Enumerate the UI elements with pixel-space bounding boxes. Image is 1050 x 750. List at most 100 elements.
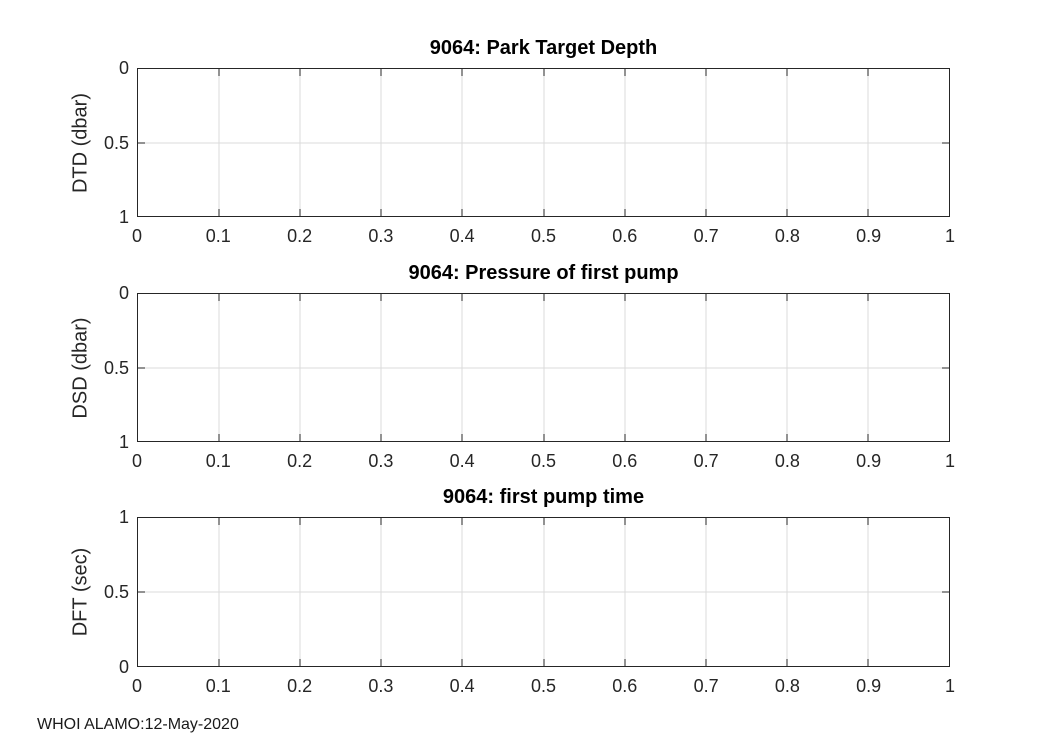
y-tick-label: 0 [118, 283, 129, 303]
gridline [786, 69, 788, 216]
tick-mark [942, 142, 949, 143]
tick-mark [786, 209, 788, 216]
plot-title: 9064: Park Target Depth [429, 37, 658, 59]
tick-mark [867, 518, 869, 525]
tick-mark [624, 659, 626, 666]
tick-mark [218, 209, 220, 216]
tick-mark [705, 434, 707, 441]
y-tick-labels: 0 0.5 1 [45, 59, 129, 226]
gridline [380, 294, 382, 441]
tick-mark [624, 209, 626, 216]
x-tick-label: 0.5 [530, 451, 557, 471]
tick-mark [218, 659, 220, 666]
y-tick-label: 0.5 [103, 582, 129, 602]
tick-mark [218, 69, 220, 76]
tick-mark [138, 142, 145, 143]
gridline [624, 518, 626, 666]
tick-mark [461, 659, 463, 666]
x-tick-label: 0.5 [530, 676, 557, 696]
gridline [867, 518, 869, 666]
plot-area [137, 293, 950, 442]
x-tick-label: 0.8 [774, 676, 800, 696]
tick-mark [461, 69, 463, 76]
tick-mark [380, 434, 382, 441]
x-tick-label: 0.4 [449, 451, 475, 471]
tick-mark [218, 518, 220, 525]
x-tick-label: 1 [944, 451, 956, 471]
gridline [624, 69, 626, 216]
tick-mark [705, 294, 707, 301]
gridline [543, 518, 544, 666]
x-tick-label: 0.6 [612, 676, 638, 696]
gridline [543, 69, 544, 216]
y-tick-label: 1 [118, 207, 129, 227]
x-tick-label: 0.7 [693, 226, 719, 246]
y-tick-label: 1 [118, 432, 129, 452]
x-tick-label: 0.9 [856, 676, 882, 696]
tick-mark [461, 209, 463, 216]
x-tick-label: 0.1 [205, 451, 231, 471]
y-tick-labels: 0 0.5 1 [45, 284, 129, 451]
tick-mark [299, 518, 301, 525]
plot-title: 9064: Pressure of first pump [408, 262, 679, 284]
y-tick-label: 0 [118, 58, 129, 78]
plot-area [137, 68, 950, 217]
tick-mark [786, 518, 788, 525]
subplot-park-target-depth: 9064: Park Target Depth DTD (dbar) 0 0.5… [0, 37, 1050, 246]
gridline [786, 518, 788, 666]
gridline [218, 69, 220, 216]
x-tick-labels: 0 0.1 0.2 0.3 0.4 0.5 0.6 0.7 0.8 0.9 1 [132, 676, 955, 698]
x-tick-label: 0 [131, 226, 143, 246]
gridline [543, 294, 544, 441]
x-tick-label: 0.3 [368, 676, 394, 696]
gridline [461, 518, 463, 666]
tick-mark [138, 367, 145, 368]
x-tick-label: 0.4 [449, 226, 475, 246]
plot-title: 9064: first pump time [442, 486, 645, 508]
tick-mark [299, 434, 301, 441]
x-tick-label: 0.7 [693, 676, 719, 696]
x-tick-label: 0.1 [205, 676, 231, 696]
tick-mark [461, 294, 463, 301]
tick-mark [299, 294, 301, 301]
x-tick-label: 0.5 [530, 226, 557, 246]
tick-mark [867, 434, 869, 441]
watermark-text: WHOI ALAMO:12-May-2020 [37, 716, 239, 733]
tick-mark [543, 69, 544, 76]
tick-mark [380, 209, 382, 216]
x-tick-label: 0.9 [856, 226, 882, 246]
x-tick-label: 0.3 [368, 226, 394, 246]
gridline [461, 69, 463, 216]
gridline [218, 518, 220, 666]
subplot-pressure-of-first-pump: 9064: Pressure of first pump DSD (dbar) … [0, 262, 1050, 471]
y-tick-label: 1 [118, 507, 129, 527]
x-tick-label: 0.8 [774, 451, 800, 471]
tick-mark [942, 591, 949, 593]
tick-mark [299, 209, 301, 216]
x-tick-label: 0.2 [287, 226, 313, 246]
tick-mark [786, 294, 788, 301]
gridline [786, 294, 788, 441]
x-tick-label: 0.2 [287, 451, 313, 471]
tick-mark [705, 69, 707, 76]
plot-area [137, 517, 950, 667]
tick-mark [624, 518, 626, 525]
tick-mark [624, 69, 626, 76]
x-tick-label: 0.1 [205, 226, 231, 246]
tick-mark [543, 659, 544, 666]
tick-mark [705, 659, 707, 666]
gridline [380, 69, 382, 216]
tick-mark [218, 434, 220, 441]
gridline [705, 518, 707, 666]
gridline [867, 69, 869, 216]
tick-mark [786, 434, 788, 441]
x-tick-label: 1 [944, 226, 956, 246]
tick-mark [218, 294, 220, 301]
tick-mark [705, 209, 707, 216]
gridline [380, 518, 382, 666]
gridline [299, 294, 301, 441]
tick-mark [299, 659, 301, 666]
tick-mark [380, 659, 382, 666]
x-tick-label: 1 [944, 676, 956, 696]
